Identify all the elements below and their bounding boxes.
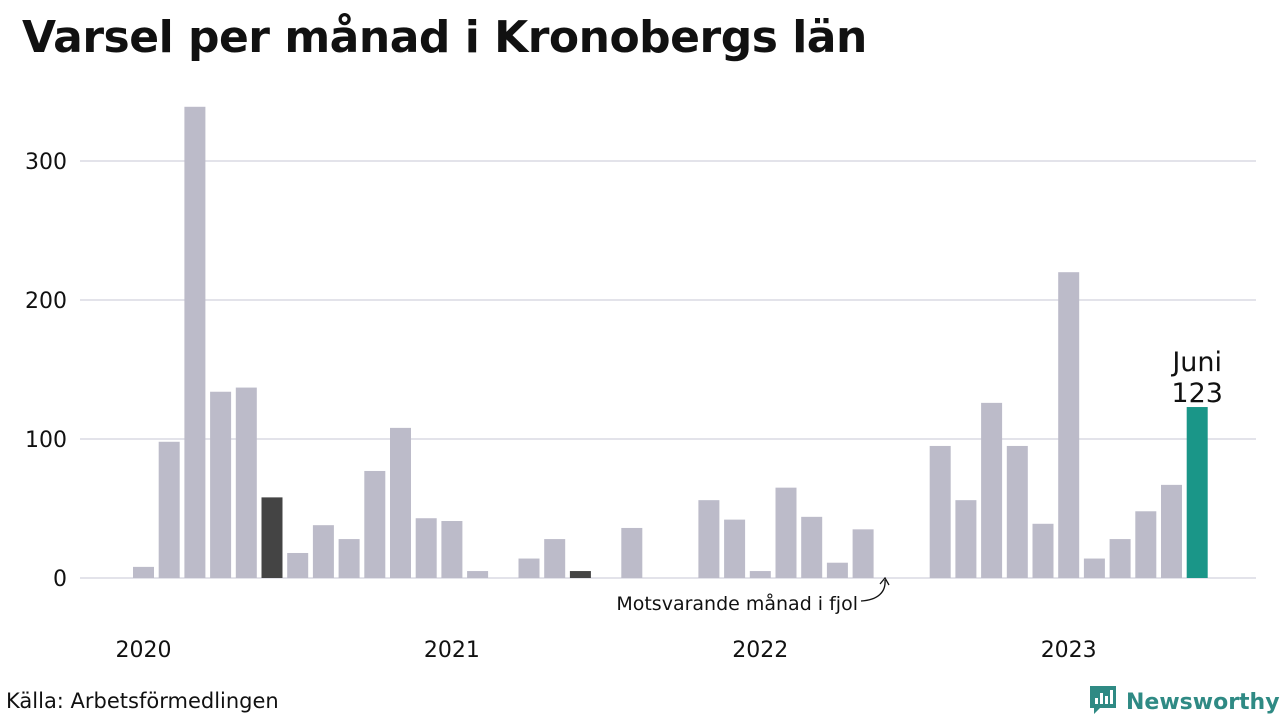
bar-2023-06: [1186, 407, 1208, 578]
bar-2021-11: [698, 500, 720, 578]
bar-2022-04: [826, 562, 848, 578]
y-axis-labels: 0 100 200 300: [25, 150, 67, 592]
bar-2022-12: [1032, 523, 1054, 578]
bar-2021-02: [467, 571, 489, 578]
highlight-label: Juni: [1170, 347, 1222, 378]
bar-2020-04: [210, 391, 232, 578]
bar-2022-02: [775, 487, 797, 578]
source-text: Källa: Arbetsförmedlingen: [6, 689, 279, 713]
bar-2023-02: [1083, 558, 1105, 578]
brand-name: Newsworthy: [1126, 689, 1280, 715]
bar-2022-08: [929, 445, 951, 578]
bar-2020-09: [338, 539, 360, 578]
bar-2020-11: [390, 427, 411, 578]
x-tick-label-2023: 2023: [1041, 638, 1097, 663]
bar-2021-06: [569, 571, 591, 578]
bar-2022-01: [749, 571, 771, 578]
bar-2022-03: [801, 516, 823, 578]
bar-2020-06: [261, 497, 283, 578]
x-tick-label-2021: 2021: [424, 638, 480, 663]
bar-2021-12: [724, 519, 746, 578]
bar-2021-04: [518, 558, 540, 578]
x-tick-label-2022: 2022: [732, 638, 788, 663]
y-tick-label-200: 200: [25, 289, 67, 314]
x-axis-year-labels: 2020 2021 2022 2023: [116, 638, 1097, 663]
bar-2020-08: [312, 525, 334, 578]
annotation: Motsvarande månad i fjol: [616, 576, 890, 615]
x-tick-label-2020: 2020: [116, 638, 172, 663]
newsworthy-logo-icon: [1088, 684, 1118, 720]
y-tick-label-100: 100: [25, 428, 67, 453]
bar-2020-01: [133, 566, 154, 578]
bar-2023-04: [1135, 511, 1157, 578]
bar-2022-11: [1006, 445, 1028, 578]
bar-2023-03: [1109, 539, 1131, 578]
bar-2020-03: [184, 106, 206, 578]
bar-2021-08: [621, 527, 643, 578]
annotation-arrow: [860, 579, 886, 602]
bar-2020-12: [415, 518, 437, 578]
bar-2020-10: [364, 470, 386, 578]
bar-2021-01: [441, 521, 463, 578]
chart-title: Varsel per månad i Kronobergs län: [22, 12, 867, 63]
bar-2023-05: [1161, 484, 1182, 578]
y-tick-label-300: 300: [25, 150, 67, 175]
bar-2020-07: [287, 552, 309, 578]
bar-2022-05: [852, 529, 874, 578]
brand: Newsworthy: [1088, 684, 1280, 720]
bar-2023-01: [1058, 272, 1080, 578]
bar-2021-05: [544, 539, 566, 578]
highlight-value: 123: [1171, 378, 1223, 409]
bar-2022-10: [981, 402, 1003, 578]
bar-2020-05: [235, 387, 257, 578]
bar-2022-09: [955, 500, 977, 578]
bar-2020-02: [158, 441, 180, 578]
bars: [133, 106, 1208, 578]
annotation-text: Motsvarande månad i fjol: [616, 592, 858, 615]
y-tick-label-0: 0: [53, 567, 67, 592]
annotation-arrowhead: [879, 576, 890, 586]
